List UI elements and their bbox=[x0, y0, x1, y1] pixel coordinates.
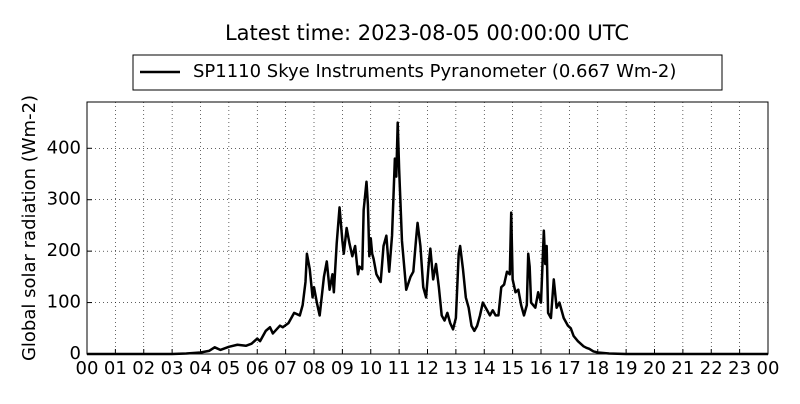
x-tick-label: 06 bbox=[246, 358, 269, 379]
x-tick-label: 20 bbox=[643, 358, 666, 379]
x-tick-label: 17 bbox=[558, 358, 581, 379]
x-tick-label: 19 bbox=[615, 358, 638, 379]
y-tick-label: 400 bbox=[47, 137, 81, 158]
x-tick-label: 14 bbox=[473, 358, 496, 379]
x-tick-label: 21 bbox=[671, 358, 694, 379]
y-tick-label: 0 bbox=[70, 343, 81, 364]
x-tick-label: 00 bbox=[76, 358, 99, 379]
x-tick-label: 07 bbox=[274, 358, 297, 379]
x-tick-label: 00 bbox=[757, 358, 780, 379]
x-tick-label: 02 bbox=[132, 358, 155, 379]
data-line bbox=[87, 121, 768, 356]
y-tick-label: 300 bbox=[47, 189, 81, 210]
x-tick-label: 01 bbox=[104, 358, 127, 379]
x-tick-label: 12 bbox=[416, 358, 439, 379]
y-tick-label: 200 bbox=[47, 240, 81, 261]
x-tick-label: 13 bbox=[444, 358, 467, 379]
x-tick-label: 11 bbox=[388, 358, 411, 379]
x-tick-label: 23 bbox=[728, 358, 751, 379]
y-tick-label: 100 bbox=[47, 292, 81, 313]
plot-frame bbox=[86, 101, 769, 355]
x-tick-label: 03 bbox=[161, 358, 184, 379]
legend-label: SP1110 Skye Instruments Pyranometer (0.6… bbox=[193, 61, 676, 82]
x-tick-label: 15 bbox=[501, 358, 524, 379]
x-tick-label: 16 bbox=[530, 358, 553, 379]
x-tick-label: 08 bbox=[303, 358, 326, 379]
x-tick-label: 05 bbox=[217, 358, 240, 379]
legend-box bbox=[132, 54, 723, 91]
x-tick-label: 04 bbox=[189, 358, 212, 379]
x-tick-label: 22 bbox=[700, 358, 723, 379]
x-tick-label: 10 bbox=[359, 358, 382, 379]
x-tick-label: 09 bbox=[331, 358, 354, 379]
x-tick-label: 18 bbox=[586, 358, 609, 379]
y-axis-label: Global solar radiation (Wm-2) bbox=[19, 95, 40, 361]
chart-title: Latest time: 2023-08-05 00:00:00 UTC bbox=[225, 21, 629, 45]
